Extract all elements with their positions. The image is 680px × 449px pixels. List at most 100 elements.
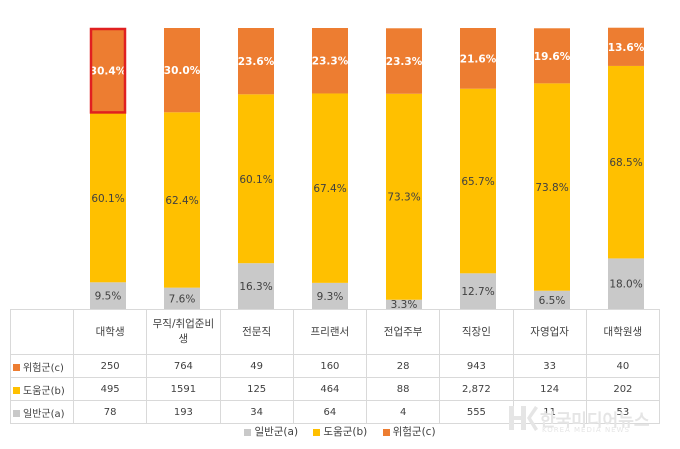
table-cell: 88 <box>365 377 441 401</box>
bar-segment <box>238 263 274 309</box>
table-header-cell: 자영업자 <box>512 309 587 355</box>
legend-label: 도움군(b) <box>323 426 368 438</box>
legend-item: 일반군(a) <box>244 426 298 438</box>
table-cell: 1591 <box>146 377 221 401</box>
bar-segment <box>386 299 422 309</box>
data-label: 60.1% <box>91 193 124 205</box>
data-label: 60.1% <box>239 174 272 186</box>
bar-segment <box>386 93 422 300</box>
data-label: 12.7% <box>461 286 494 298</box>
table-cell: 495 <box>72 377 148 401</box>
bar-segment <box>312 93 348 283</box>
series-swatch <box>13 387 20 394</box>
bar-segment <box>534 28 570 84</box>
table-cell: 250 <box>72 354 148 378</box>
table-cell: 34 <box>219 400 294 424</box>
bar-segment <box>386 28 422 94</box>
data-label: 21.6% <box>460 53 497 65</box>
watermark: 한국미디어뉴스 KOREA MEDIA NEWS <box>508 402 678 436</box>
data-label: 6.5% <box>539 295 566 307</box>
bar-segment <box>460 28 496 89</box>
legend-item: 도움군(b) <box>313 426 367 438</box>
data-label: 16.3% <box>239 281 272 293</box>
bar-segment <box>460 88 496 274</box>
table-cell: 40 <box>585 354 661 378</box>
stacked-bar-chart: 9.5% 60.1% 30.4% 7.6% 62.4% 30.0% 16.3% 60.1% 23… <box>89 27 645 311</box>
legend-swatch <box>244 428 252 436</box>
legend-swatch <box>313 428 321 436</box>
highlight-box <box>89 27 127 114</box>
table-header-row: 대학생 무직/취업준비 생 전문직 프리랜서 전업주부 직장인 자영업자 대학원… <box>10 309 661 355</box>
data-label: 13.6% <box>608 42 645 54</box>
table-cell: 943 <box>439 354 514 378</box>
bar-segment <box>164 287 200 309</box>
data-label: 62.4% <box>165 195 198 207</box>
data-label: 18.0% <box>609 279 642 291</box>
bar-segment <box>164 28 200 113</box>
table-cell: 64 <box>292 400 368 424</box>
data-label: 68.5% <box>609 157 642 169</box>
bar-segment <box>460 273 496 309</box>
row-label-help: 도움군(b) <box>10 377 74 401</box>
table-cell: 193 <box>146 400 221 424</box>
table-header-cell: 대학원생 <box>585 309 661 355</box>
bar-segment <box>608 27 644 66</box>
bar-segment <box>90 282 126 309</box>
chart-legend: 일반군(a) 도움군(b) 위험군(c) <box>0 424 680 439</box>
table-header-cell: 전문직 <box>219 309 294 355</box>
table-header-cell: 프리랜서 <box>292 309 368 355</box>
series-swatch <box>13 364 20 371</box>
bar-segment <box>90 113 126 283</box>
table-cell: 78 <box>72 400 148 424</box>
data-label: 23.3% <box>386 56 423 68</box>
data-label: 65.7% <box>461 176 494 188</box>
table-row: 도움군(b) 495 1591 125 464 88 2,872 124 202 <box>10 377 661 401</box>
table-cell: 555 <box>439 400 514 424</box>
row-label-text: 일반군(a) <box>23 408 65 420</box>
bar-segment <box>312 282 348 309</box>
table-cell: 28 <box>365 354 441 378</box>
table-cell: 2,872 <box>439 377 514 401</box>
data-label: 23.6% <box>238 56 275 68</box>
legend-label: 위험군(c) <box>392 426 436 438</box>
bar-segment <box>90 28 126 114</box>
bar-segment <box>164 112 200 288</box>
data-label: 19.6% <box>534 51 571 63</box>
legend-swatch <box>382 428 390 436</box>
table-cell: 124 <box>512 377 587 401</box>
watermark-sub: KOREA MEDIA NEWS <box>542 426 630 434</box>
bar-segment <box>312 28 348 94</box>
data-label: 73.8% <box>535 182 568 194</box>
bar-segment <box>608 65 644 259</box>
data-table: 대학생 무직/취업준비 생 전문직 프리랜서 전업주부 직장인 자영업자 대학원… <box>10 309 661 424</box>
bar-segment <box>238 94 274 264</box>
data-label: 9.5% <box>95 291 122 303</box>
series-swatch <box>13 410 20 417</box>
bar-segment <box>608 258 644 309</box>
table-cell: 4 <box>365 400 441 424</box>
table-corner-cell <box>10 309 74 355</box>
row-label-normal: 일반군(a) <box>10 400 74 424</box>
table-header-cell: 대학생 <box>72 309 148 355</box>
hk-logo-icon <box>509 406 538 431</box>
row-label-text: 위험군(c) <box>23 362 64 374</box>
data-label: 23.3% <box>312 56 349 68</box>
table-header-cell: 무직/취업준비 생 <box>146 309 221 355</box>
bar-segment <box>534 83 570 291</box>
table-row: 위험군(c) 250 764 49 160 28 943 33 40 <box>10 354 661 378</box>
data-label: 9.3% <box>317 291 344 303</box>
data-label: 73.3% <box>387 192 420 204</box>
data-label: 67.4% <box>313 183 346 195</box>
row-label-text: 도움군(b) <box>23 385 65 397</box>
table-header-cell: 직장인 <box>439 309 514 355</box>
row-label-risk: 위험군(c) <box>10 354 74 378</box>
table-cell: 764 <box>146 354 221 378</box>
data-label: 3.3% <box>391 299 418 311</box>
table-cell: 49 <box>219 354 294 378</box>
table-cell: 160 <box>292 354 368 378</box>
legend-label: 일반군(a) <box>254 426 299 438</box>
table-cell: 125 <box>219 377 294 401</box>
table-cell: 53 <box>585 400 661 424</box>
table-cell: 464 <box>292 377 368 401</box>
table-cell: 33 <box>512 354 587 378</box>
